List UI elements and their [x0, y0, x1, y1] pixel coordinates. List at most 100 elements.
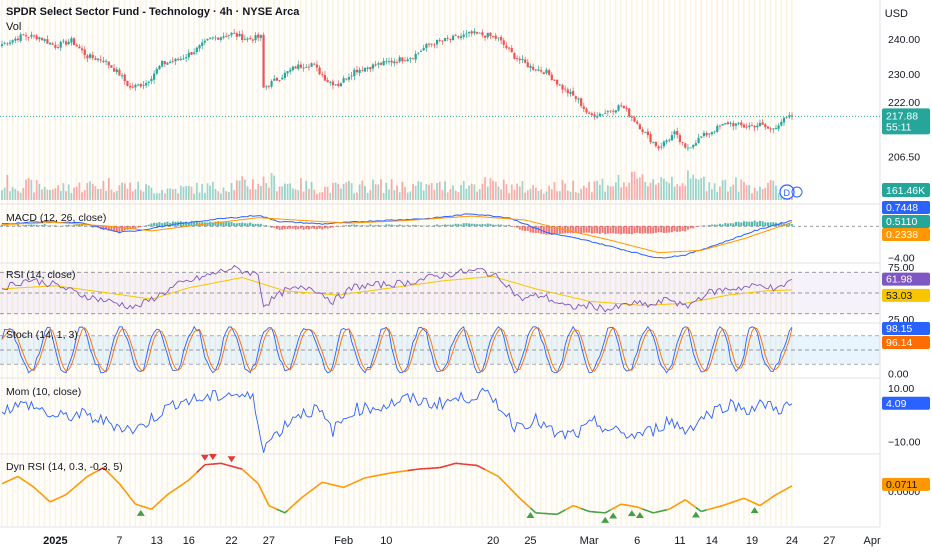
candle-body [265, 86, 267, 87]
stoch-label: Stoch (14, 1, 3) [6, 329, 78, 341]
dyn-rsi-segment [386, 473, 389, 474]
candle-body [169, 62, 171, 63]
volume-bar [255, 189, 257, 200]
volume-bar [548, 186, 550, 200]
dyn-rsi-segment [328, 484, 331, 485]
candle-body [444, 38, 446, 41]
volume-bar [447, 192, 449, 200]
dyn-rsi-segment [712, 508, 715, 509]
candle-body [473, 31, 475, 33]
candle-body [617, 105, 619, 110]
macd-hist-bar [396, 225, 398, 226]
candle-body [262, 35, 264, 88]
candle-body [356, 70, 358, 72]
volume-bar [265, 183, 267, 200]
candle-body [268, 86, 270, 87]
macd-hist-bar [148, 225, 150, 227]
candle-body [302, 68, 304, 69]
candle-body [767, 127, 769, 129]
candle-body [180, 59, 182, 60]
macd-hist-bar [14, 226, 16, 227]
volume-bar [54, 188, 56, 200]
macd-hist-bar [756, 222, 758, 226]
volume-bar [751, 193, 753, 200]
rsi-value: 61.98 [886, 274, 912, 286]
candle-body [553, 80, 555, 81]
volume-bar [711, 189, 713, 200]
volume-bar [484, 177, 486, 200]
candle-body [503, 40, 505, 44]
macd-hist-bar [764, 222, 766, 226]
dyn-rsi-segment [656, 512, 659, 513]
candle-body [38, 37, 40, 39]
volume-bar [217, 191, 219, 200]
volume-bar [690, 179, 692, 200]
volume-bar [119, 185, 121, 200]
dyn-rsi-segment [226, 465, 229, 466]
macd-hist-bar [516, 226, 518, 227]
candle-body [313, 64, 315, 65]
dyn-rsi-segment [752, 502, 755, 503]
volume-bar [121, 183, 123, 200]
dyn-rsi-segment [659, 511, 662, 512]
candle-body [393, 61, 395, 63]
candle-body [209, 38, 211, 39]
candle-body [417, 53, 419, 54]
macd-hist-bar [703, 225, 705, 226]
volume-value: 161.46K [886, 185, 925, 197]
volume-bar [519, 187, 521, 200]
dyn-rsi-segment [360, 479, 363, 480]
macd-hist-bar [265, 225, 267, 226]
macd-hist-bar [41, 225, 43, 226]
volume-bar [209, 186, 211, 200]
buy-marker-icon [601, 517, 609, 523]
dyn-rsi-segment [336, 485, 339, 486]
volume-bar [506, 184, 508, 200]
candle-body [193, 53, 195, 54]
x-tick-label: 20 [487, 535, 499, 547]
macd-hist-bar [642, 226, 644, 233]
buy-marker-icon [751, 507, 759, 513]
candle-body [190, 52, 192, 55]
candle-body [569, 92, 571, 94]
macd-hist-bar [263, 225, 265, 226]
volume-bar [399, 192, 401, 200]
volume-bar [660, 177, 662, 200]
dyn-rsi-value: 0.0711 [886, 479, 917, 491]
volume-bar [620, 187, 622, 200]
rsi-tick-label: 75.00 [888, 262, 914, 274]
dyn-rsi-segment [274, 508, 277, 509]
volume-bar [772, 181, 774, 200]
macd-hist-bar [236, 223, 238, 226]
macd-hist-bar [57, 226, 59, 227]
volume-bar [260, 186, 262, 200]
macd-hist-bar [361, 225, 363, 226]
volume-bar [193, 194, 195, 200]
volume-bar [535, 188, 537, 200]
volume-bar [580, 189, 582, 200]
candle-body [297, 65, 299, 69]
volume-bar [460, 185, 462, 200]
volume-bar [276, 191, 278, 200]
candle-body [647, 132, 649, 136]
candle-body [254, 35, 256, 40]
volume-bar [151, 188, 153, 200]
volume-bar [321, 192, 323, 200]
candle-body [284, 73, 286, 78]
candle-body [206, 39, 208, 40]
volume-bar [658, 183, 660, 200]
volume-bar [313, 190, 315, 200]
x-tick-label: Feb [334, 535, 353, 547]
dyn-rsi-segment [365, 477, 368, 478]
currency-label[interactable]: USD [885, 8, 908, 20]
volume-bar [215, 189, 217, 200]
candle-body [636, 122, 638, 124]
candle-body [452, 36, 454, 40]
volume-bar [14, 189, 16, 200]
macd-hist-bar [666, 226, 668, 233]
volume-bar [503, 180, 505, 200]
candle-body [620, 105, 622, 106]
macd-hist-bar [273, 226, 275, 228]
candle-body [241, 34, 243, 40]
